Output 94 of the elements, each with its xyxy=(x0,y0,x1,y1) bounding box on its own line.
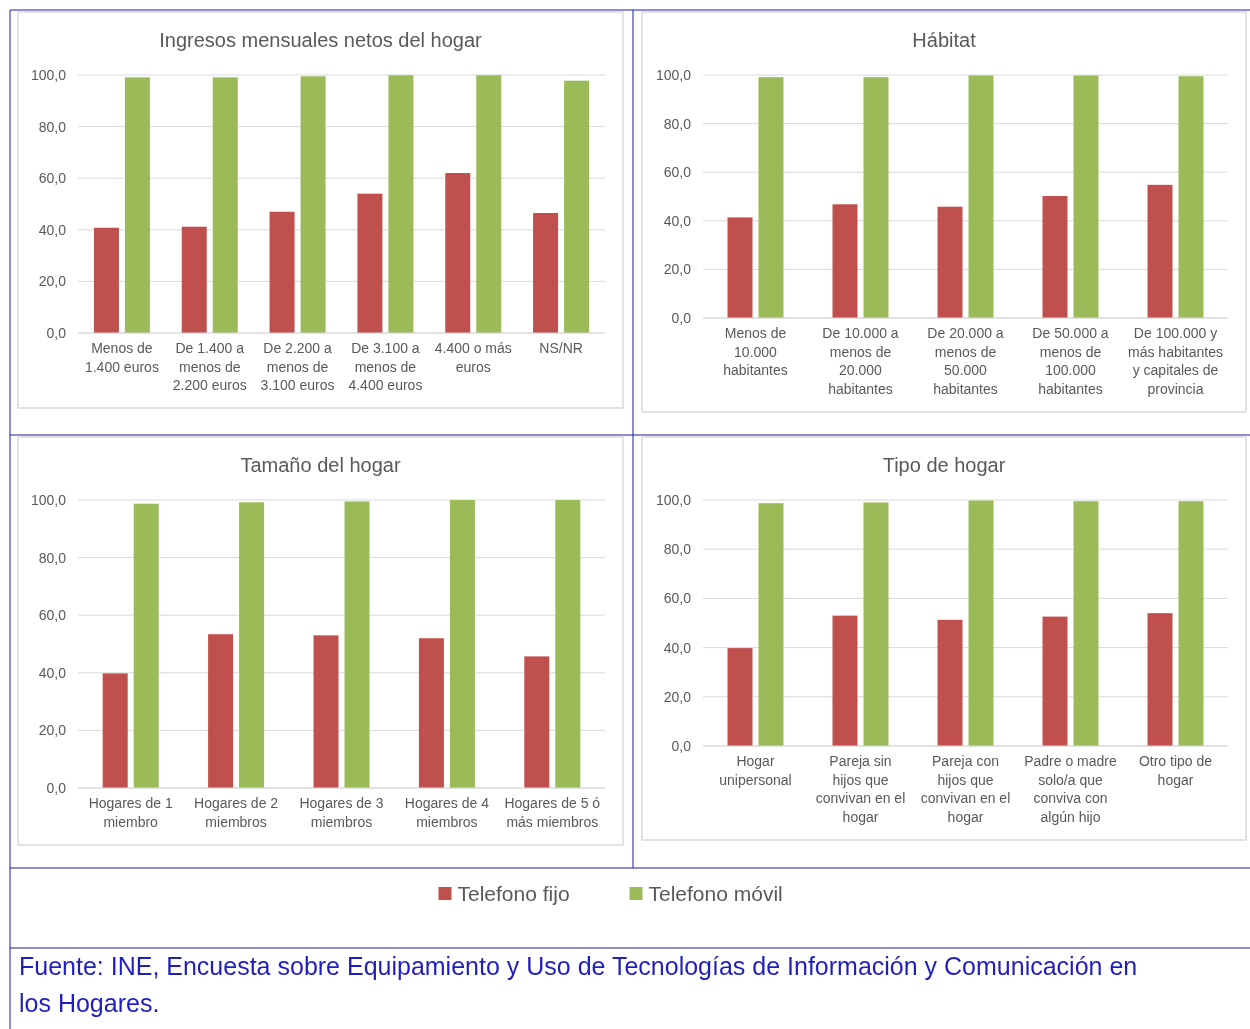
legend-label: Telefono fijo xyxy=(457,882,570,906)
bar xyxy=(1147,184,1173,318)
x-tick-label: Pareja con hijos que convivan en el hogar xyxy=(920,753,1011,825)
y-tick-label: 20,0 xyxy=(663,261,692,278)
x-tick-label: Hogares de 3 miembros xyxy=(299,795,384,830)
bar xyxy=(418,638,444,788)
y-tick-label: 80,0 xyxy=(38,549,67,566)
x-tick-label: De 50.000 a menos de 100.000 habitantes xyxy=(1032,325,1109,397)
y-tick-label: 20,0 xyxy=(38,722,67,739)
y-tick-label: 100,0 xyxy=(655,491,692,508)
bar xyxy=(1178,76,1204,318)
y-tick-label: 40,0 xyxy=(663,212,692,229)
bar xyxy=(212,77,238,333)
bar xyxy=(758,503,784,746)
bar xyxy=(445,173,471,333)
y-tick-label: 60,0 xyxy=(663,590,692,607)
bar xyxy=(269,211,295,333)
x-tick-label: De 100.000 y más habitantes y capitales de provincia xyxy=(1128,325,1223,397)
bar xyxy=(1073,501,1099,746)
bar xyxy=(968,500,994,746)
bar xyxy=(758,77,784,318)
y-tick-label: 60,0 xyxy=(663,164,692,181)
bar xyxy=(208,634,234,788)
bar xyxy=(1042,616,1068,746)
y-tick-label: 0,0 xyxy=(671,737,692,754)
y-tick-label: 60,0 xyxy=(38,170,67,187)
bar xyxy=(832,615,858,746)
chart-title: Tamaño del hogar xyxy=(240,454,401,476)
x-tick-label: Hogares de 1 miembro xyxy=(88,795,173,830)
bar xyxy=(1042,196,1068,318)
x-tick-label: De 2.200 a menos de 3.100 euros xyxy=(260,340,335,393)
y-tick-label: 40,0 xyxy=(38,664,67,681)
bar xyxy=(533,213,559,333)
x-tick-label: Hogares de 5 ó más miembros xyxy=(504,795,601,830)
x-tick-label: Hogares de 2 miembros xyxy=(194,795,279,830)
y-tick-label: 40,0 xyxy=(663,639,692,656)
y-tick-label: 0,0 xyxy=(46,324,67,341)
bar xyxy=(968,75,994,318)
x-tick-label: Otro tipo de hogar xyxy=(1138,753,1213,788)
chart-title: Tipo de hogar xyxy=(882,454,1006,476)
bar xyxy=(313,635,339,788)
bar xyxy=(937,206,963,318)
x-tick-label: Padre o madre solo/a que conviva con algún hijo xyxy=(1024,753,1118,825)
legend-label: Telefono móvil xyxy=(648,882,783,906)
bar xyxy=(727,217,753,318)
bar xyxy=(93,227,119,333)
x-tick-label: De 1.400 a menos de 2.200 euros xyxy=(172,340,247,393)
bar xyxy=(863,502,889,746)
y-tick-label: 20,0 xyxy=(663,688,692,705)
bar xyxy=(1073,75,1099,318)
y-tick-label: 60,0 xyxy=(38,607,67,624)
bar xyxy=(124,77,150,333)
bar xyxy=(102,673,128,788)
bar xyxy=(476,75,502,333)
x-tick-label: Hogar unipersonal xyxy=(719,753,792,788)
x-tick-label: Menos de 10.000 habitantes xyxy=(723,325,788,378)
y-tick-label: 20,0 xyxy=(38,273,67,290)
bar xyxy=(524,656,550,788)
bar xyxy=(388,75,414,333)
bar xyxy=(133,503,159,788)
bar xyxy=(1178,501,1204,746)
y-tick-label: 100,0 xyxy=(30,66,67,83)
y-tick-label: 80,0 xyxy=(38,118,67,135)
y-tick-label: 100,0 xyxy=(30,491,67,508)
y-tick-label: 0,0 xyxy=(46,779,67,796)
bar xyxy=(449,500,475,788)
bar xyxy=(937,619,963,746)
bar xyxy=(1147,613,1173,746)
bar xyxy=(832,204,858,318)
x-tick-label: De 3.100 a menos de 4.400 euros xyxy=(348,340,423,393)
bar xyxy=(863,77,889,318)
x-tick-label: NS/NR xyxy=(539,340,583,356)
chart-title: Ingresos mensuales netos del hogar xyxy=(159,29,483,51)
y-tick-label: 100,0 xyxy=(655,66,692,83)
y-tick-label: 80,0 xyxy=(663,541,692,558)
y-tick-label: 0,0 xyxy=(671,309,692,326)
bar xyxy=(727,648,753,746)
x-tick-label: De 10.000 a menos de 20.000 habitantes xyxy=(822,325,899,397)
bar xyxy=(564,80,590,333)
x-tick-label: Pareja sin hijos que convivan en el hogar xyxy=(815,753,906,825)
x-tick-label: 4.400 o más euros xyxy=(434,340,512,375)
x-tick-label: De 20.000 a menos de 50.000 habitantes xyxy=(927,325,1004,397)
x-tick-label: Menos de 1.400 euros xyxy=(84,340,159,375)
chart-title: Hábitat xyxy=(912,29,977,51)
y-tick-label: 40,0 xyxy=(38,221,67,238)
bar xyxy=(555,500,581,788)
x-tick-label: Hogares de 4 miembros xyxy=(404,795,490,830)
source-note: Fuente: INE, Encuesta sobre Equipamiento y Uso de Tecnologías de Información y Comunicación en los Hogares. xyxy=(19,952,1138,1017)
bar xyxy=(239,502,265,788)
bar xyxy=(181,226,207,333)
bar xyxy=(300,76,326,333)
bar xyxy=(357,193,383,333)
y-tick-label: 80,0 xyxy=(663,115,692,132)
bar xyxy=(344,501,370,788)
